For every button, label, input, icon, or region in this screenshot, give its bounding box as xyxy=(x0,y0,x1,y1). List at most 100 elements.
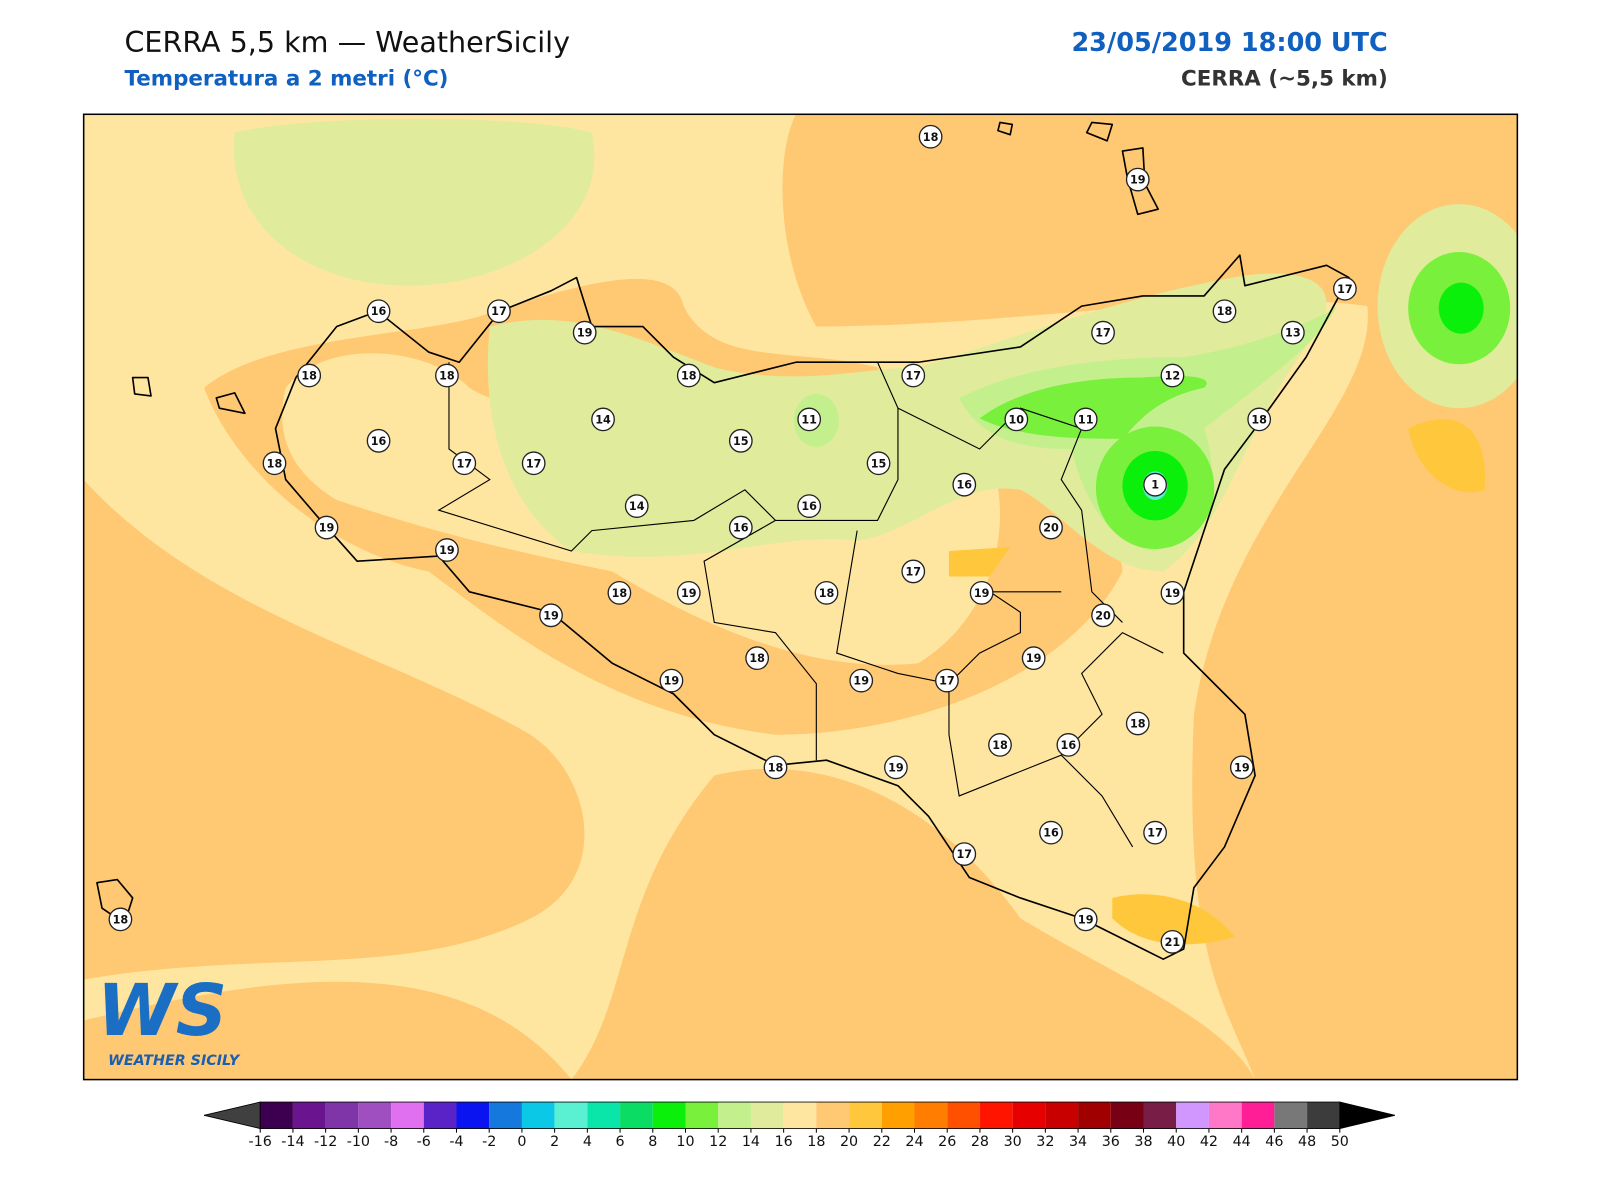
colorbar-tick-label: 26 xyxy=(938,1134,956,1150)
station-marker xyxy=(1073,907,1098,932)
colorbar-box xyxy=(391,1102,424,1129)
station-marker xyxy=(1333,276,1357,301)
station-marker xyxy=(988,733,1012,757)
colorbar-tick-label: 20 xyxy=(840,1134,858,1150)
colorbar-tick-label: 14 xyxy=(742,1134,760,1150)
station-marker xyxy=(572,320,597,345)
station-value: 19 xyxy=(888,761,904,774)
station-marker xyxy=(624,494,649,519)
station-value: 19 xyxy=(543,609,559,622)
station-value: 18 xyxy=(301,370,317,383)
colorbar-box xyxy=(260,1102,293,1129)
station-value: 17 xyxy=(1147,827,1163,840)
station-value: 18 xyxy=(923,131,939,144)
colorbar-box xyxy=(456,1102,490,1129)
colorbar-tick-label: 24 xyxy=(905,1134,923,1150)
station-value: 19 xyxy=(974,587,990,600)
station-value: 16 xyxy=(371,435,387,448)
station-value: 16 xyxy=(1061,739,1077,752)
station-value: 19 xyxy=(664,675,680,688)
station-value: 19 xyxy=(1026,652,1042,665)
colorbar-box xyxy=(849,1102,882,1129)
colorbar-tick-label: -10 xyxy=(347,1134,370,1150)
colorbar-box xyxy=(718,1102,751,1129)
colorbar-tick-label: -16 xyxy=(249,1134,272,1150)
station-marker xyxy=(1056,733,1081,757)
province-borders xyxy=(437,362,1164,848)
station-marker xyxy=(745,646,770,671)
station-marker xyxy=(935,668,959,693)
colorbar-tick-label: 12 xyxy=(709,1134,727,1150)
colorbar-box xyxy=(1241,1102,1275,1129)
station-value: 17 xyxy=(526,457,542,470)
station-value: 20 xyxy=(1095,609,1111,622)
colorbar-box xyxy=(881,1102,915,1129)
station-marker xyxy=(1229,755,1254,780)
station-value: 1 xyxy=(1151,479,1159,492)
station-marker xyxy=(866,451,891,476)
colorbar-box xyxy=(685,1102,719,1129)
station-marker xyxy=(262,451,287,476)
station-value: 19 xyxy=(1078,913,1094,926)
station-value: 16 xyxy=(956,479,972,492)
colorbar: -16 -14 -12 -10 -8 -6 -4 -2 0 2 4 6 8 10 12 14 16 18 20 22 2… xyxy=(203,1101,1395,1150)
colorbar-over xyxy=(1339,1101,1395,1130)
colorbar-tick-label: 40 xyxy=(1167,1134,1185,1150)
station-marker xyxy=(1160,363,1185,388)
colorbar-tick-label: 28 xyxy=(971,1134,989,1150)
logo-name: WEATHER SICILY xyxy=(108,1053,241,1069)
station-marker xyxy=(435,538,459,562)
colorbar-tick-label: 2 xyxy=(550,1134,559,1150)
station-value: 16 xyxy=(733,522,749,535)
colorbar-box xyxy=(1274,1102,1308,1129)
station-marker xyxy=(1280,320,1305,345)
station-value: 18 xyxy=(681,370,697,383)
station-marker xyxy=(1039,515,1063,540)
colorbar-box xyxy=(489,1102,522,1129)
station-marker xyxy=(901,363,926,388)
colorbar-tick-label: -6 xyxy=(417,1134,431,1150)
subtitle: Temperatura a 2 metri (°C) xyxy=(124,67,448,92)
colorbar-box xyxy=(1143,1102,1177,1129)
station-marker xyxy=(591,407,615,432)
colorbar-box xyxy=(1110,1102,1144,1129)
colorbar-under xyxy=(203,1101,261,1130)
station-marker xyxy=(1073,407,1098,432)
logo: WS WEATHER SICILY xyxy=(97,969,241,1069)
station-marker xyxy=(814,580,839,605)
colorbar-box xyxy=(521,1102,555,1129)
station-marker xyxy=(1039,820,1063,845)
colorbar-tick-label: 8 xyxy=(648,1134,657,1150)
station-marker xyxy=(969,580,994,605)
station-marker xyxy=(1212,299,1237,324)
station-value: 11 xyxy=(801,413,817,426)
colorbar-box xyxy=(816,1102,850,1129)
station-value: 19 xyxy=(1130,174,1146,187)
field-area xyxy=(1408,419,1486,493)
station-marker xyxy=(607,580,632,605)
station-marker xyxy=(1021,646,1046,671)
island xyxy=(96,121,1159,925)
station-value: 19 xyxy=(853,675,869,688)
model-label: CERRA (~5,5 km) xyxy=(1181,67,1388,92)
colorbar-tick-label: 4 xyxy=(583,1134,592,1150)
colorbar-box xyxy=(783,1102,817,1129)
colorbar-box xyxy=(652,1102,686,1129)
station-marker xyxy=(1125,711,1150,736)
station-marker xyxy=(452,451,477,476)
station-marker xyxy=(1160,929,1185,954)
colorbar-box xyxy=(979,1102,1013,1129)
colorbar-box xyxy=(750,1102,784,1129)
logo-mark: WS xyxy=(97,969,227,1052)
colorbar-tick-label: -4 xyxy=(449,1134,463,1150)
station-layer: 18 19 16 17 19 17 18 17 13 18 18 18 17 12 14 11 10 11 18 16… xyxy=(108,124,1357,954)
station-value: 18 xyxy=(612,587,628,600)
colorbar-box xyxy=(587,1102,621,1129)
colorbar-tick-label: 38 xyxy=(1134,1134,1152,1150)
station-value: 19 xyxy=(681,587,697,600)
field-area xyxy=(1112,894,1235,945)
colorbar-box xyxy=(1045,1102,1079,1129)
station-value: 18 xyxy=(749,652,765,665)
station-value: 12 xyxy=(1165,370,1181,383)
